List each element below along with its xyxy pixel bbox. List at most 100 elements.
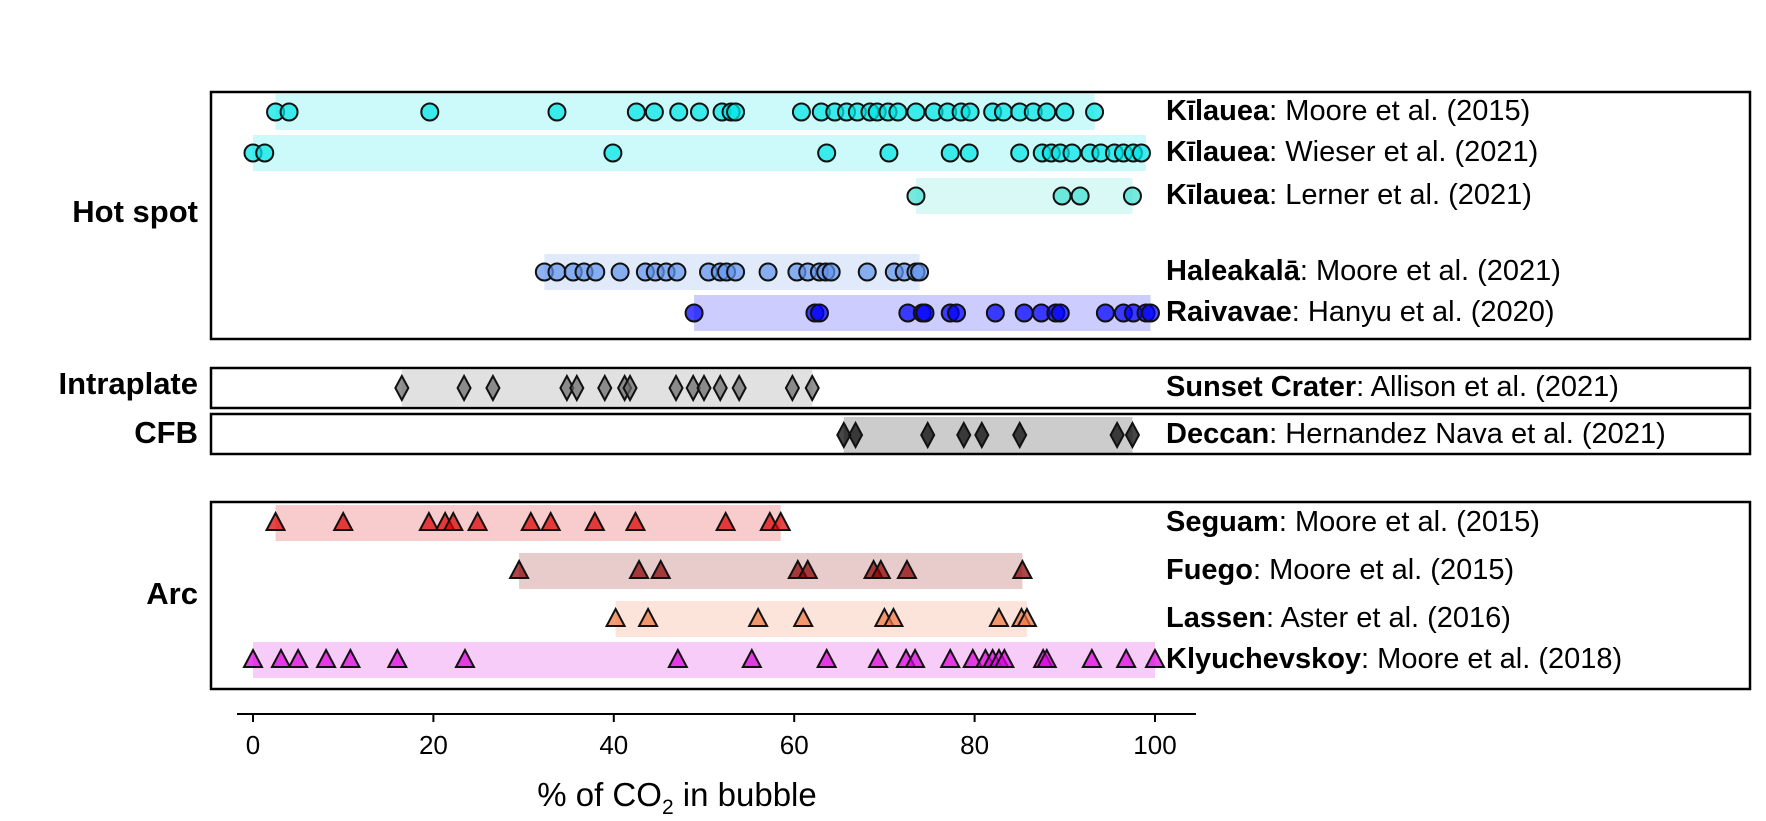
data-point [1115,647,1137,668]
series-citation: : Aster et al. (2016) [1266,602,1511,634]
data-point [867,647,889,668]
panel-frame [209,366,1752,410]
data-point [485,373,501,403]
x-axis-title-part: in bubble [674,776,817,813]
data-point [1011,558,1034,579]
data-point [784,373,801,403]
data-point [547,262,567,282]
group-label: CFB [134,415,198,450]
data-point [604,606,627,627]
data-point [906,186,926,206]
data-point [624,510,647,531]
series-citation: : Moore et al. (2018) [1361,643,1622,675]
data-point [603,143,623,163]
data-point [1055,102,1075,122]
data-point [547,102,567,122]
data-point [910,262,930,282]
data-point [939,647,961,668]
data-point [668,373,684,403]
series-label: Haleakalā: Moore et al. (2021) [1166,255,1561,287]
data-point [270,647,292,668]
data-point [667,262,687,282]
series-label: Kīlauea: Lerner et al. (2021) [1166,179,1532,211]
panel-frames-layer [209,90,1752,691]
data-point [586,262,606,282]
series-volcano-name: Haleakalā [1166,255,1301,287]
data-point [947,303,967,323]
x-tick-label: 100 [1133,730,1176,760]
data-point [669,102,689,122]
series-label: Fuego: Moore et al. (2015) [1166,554,1514,586]
data-point [466,510,489,531]
data-point [1140,303,1160,323]
data-point [644,102,664,122]
data-point [1124,420,1141,450]
data-point [836,420,852,450]
range-band [253,135,1146,171]
data-point [667,647,689,668]
data-point [287,647,309,668]
data-point [731,373,747,403]
series-volcano-name: Deccan [1166,418,1269,450]
data-point [637,606,659,627]
data-point [696,373,712,403]
data-point [264,510,287,531]
x-tick-label: 0 [246,730,260,760]
series-volcano-name: Kīlauea [1166,179,1270,211]
data-point [879,143,899,163]
series-volcano-name: Lassen [1166,602,1266,634]
data-point [816,647,838,668]
series-label: Raivavae: Hanyu et al. (2020) [1166,296,1555,328]
data-point [1081,647,1103,668]
data-point [584,510,606,531]
data-point [520,510,542,531]
data-point [332,510,354,531]
data-point [685,373,701,403]
group-label: Arc [146,576,198,611]
data-point [689,102,709,122]
data-point [741,647,763,668]
data-point [626,102,646,122]
data-point [726,102,746,122]
data-point [791,102,811,122]
series-volcano-name: Seguam [1166,506,1279,538]
data-point [714,510,737,531]
series-volcano-name: Kīlauea [1166,95,1270,127]
data-point [1037,102,1057,122]
x-axis-title-subscript: 2 [662,796,674,819]
data-point [712,373,728,403]
data-point [956,420,972,450]
data-point [960,102,980,122]
data-point [1036,647,1058,668]
series-volcano-name: Kīlauea [1166,136,1270,168]
data-point [821,262,841,282]
series-label: Lassen: Aster et al. (2016) [1166,602,1511,634]
data-point [456,373,472,403]
group-label: Hot spot [72,194,198,229]
data-point [597,373,613,403]
x-tick-label: 60 [780,730,809,760]
data-point [792,606,814,627]
data-point [1070,186,1090,206]
data-point [1122,186,1142,206]
data-point [628,558,650,579]
range-band [915,178,1133,214]
panel-frame [209,90,1752,341]
x-axis-title-part: % of CO [537,776,662,813]
data-point [1014,303,1034,323]
data-point [804,373,820,403]
data-point [610,262,630,282]
series-label: Klyuchevskoy: Moore et al. (2018) [1166,643,1622,675]
x-tick-label: 20 [419,730,448,760]
x-axis: 0 20 40 60 80 100 % of CO2 in bubble [237,713,1196,819]
data-point [418,510,440,531]
group-label: Intraplate [58,366,198,401]
series-citation: : Moore et al. (2015) [1269,95,1530,127]
data-point [797,558,819,579]
data-point [870,558,892,579]
x-tick-label: 80 [960,730,989,760]
data-point [454,647,476,668]
series-volcano-name: Fuego [1166,554,1253,586]
